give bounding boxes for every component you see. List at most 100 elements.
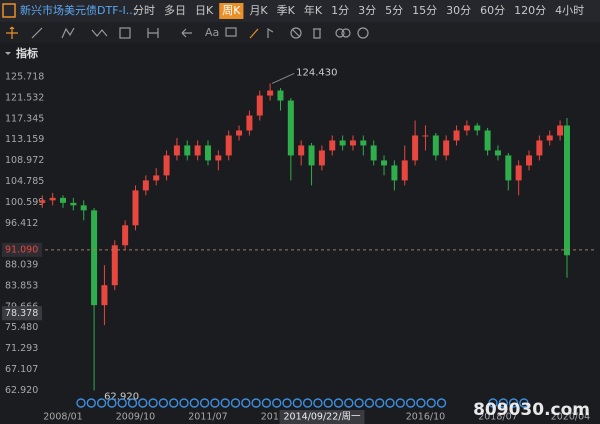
event-marker[interactable] bbox=[158, 398, 169, 408]
period-tab[interactable]: 多日 bbox=[164, 3, 186, 17]
event-marker[interactable] bbox=[488, 398, 498, 408]
y-tick-label: 100.599 bbox=[5, 197, 44, 208]
candle-body bbox=[401, 160, 408, 181]
event-marker[interactable] bbox=[416, 398, 426, 408]
candle-body bbox=[60, 197, 66, 203]
event-marker[interactable] bbox=[364, 398, 375, 408]
candle-body bbox=[111, 245, 118, 286]
event-marker[interactable] bbox=[220, 398, 230, 408]
event-marker[interactable] bbox=[344, 398, 354, 408]
y-tick-label: 62.920 bbox=[5, 385, 38, 396]
event-marker[interactable] bbox=[241, 398, 251, 408]
candle-body bbox=[256, 95, 263, 116]
event-marker[interactable] bbox=[405, 398, 416, 408]
period-tab[interactable]: 日K bbox=[195, 4, 214, 17]
period-tab[interactable]: 1分 bbox=[331, 4, 349, 17]
period-tab[interactable]: 周K bbox=[222, 4, 241, 17]
period-tab[interactable]: 120分 bbox=[514, 4, 546, 17]
y-tick-label: 75.480 bbox=[5, 322, 38, 333]
candle-body bbox=[318, 150, 325, 166]
active-tab-bg bbox=[219, 3, 244, 19]
max-connector bbox=[271, 72, 295, 84]
instrument-tab[interactable]: 新兴市场美元债DTF-I... bbox=[20, 3, 136, 17]
last-price: 78.378 bbox=[5, 308, 38, 319]
event-marker[interactable] bbox=[199, 398, 210, 408]
crosshair-price-box bbox=[2, 242, 42, 257]
candle-body bbox=[422, 135, 429, 137]
event-marker[interactable] bbox=[333, 398, 344, 408]
period-tab[interactable]: 3分 bbox=[358, 4, 376, 17]
period-tab[interactable]: 月K bbox=[249, 4, 268, 17]
max-label: 124.430 bbox=[296, 67, 337, 78]
event-marker[interactable] bbox=[292, 398, 302, 408]
candle-body bbox=[360, 140, 367, 146]
period-tab[interactable]: 60分 bbox=[480, 4, 505, 17]
y-tick-label: 96.412 bbox=[5, 218, 38, 229]
event-marker[interactable] bbox=[282, 398, 292, 408]
event-marker[interactable] bbox=[313, 398, 323, 408]
candle-body bbox=[267, 90, 274, 96]
candle-body bbox=[142, 180, 149, 191]
event-marker[interactable] bbox=[323, 398, 333, 408]
event-marker[interactable] bbox=[230, 398, 241, 408]
last-price-box bbox=[2, 306, 42, 321]
event-marker[interactable] bbox=[354, 398, 364, 408]
collapse-arrow[interactable] bbox=[5, 52, 11, 55]
crosshair-date-box bbox=[279, 410, 365, 424]
period-tab[interactable]: 4小时 bbox=[555, 4, 584, 17]
event-marker[interactable] bbox=[127, 398, 138, 408]
event-marker[interactable] bbox=[138, 398, 148, 408]
event-marker[interactable] bbox=[261, 398, 272, 408]
event-marker[interactable] bbox=[375, 398, 385, 408]
event-marker[interactable] bbox=[76, 398, 86, 408]
period-tab[interactable]: 分时 bbox=[133, 4, 155, 17]
y-tick-label: 71.293 bbox=[5, 343, 38, 354]
toolbar-icons-2 bbox=[225, 27, 369, 39]
instrument-icon[interactable] bbox=[2, 3, 16, 18]
candle-body bbox=[339, 140, 346, 146]
candle-body bbox=[204, 145, 211, 161]
candle-body bbox=[432, 135, 439, 156]
event-marker[interactable] bbox=[117, 398, 127, 408]
candle-body bbox=[546, 135, 553, 141]
event-marker[interactable] bbox=[385, 398, 395, 408]
event-marker[interactable] bbox=[168, 398, 179, 408]
candle-body bbox=[484, 130, 491, 151]
event-marker[interactable] bbox=[508, 398, 519, 408]
event-marker[interactable] bbox=[436, 398, 447, 408]
x-tick-label: 2011/07 bbox=[188, 412, 227, 423]
font-button[interactable]: Aa bbox=[205, 26, 219, 39]
event-marker[interactable] bbox=[498, 398, 508, 408]
x-tick-label: 2018/07 bbox=[478, 412, 517, 423]
event-marker[interactable] bbox=[272, 398, 282, 408]
period-tab[interactable]: 年K bbox=[304, 3, 323, 17]
candle-body bbox=[153, 175, 160, 181]
candle-body bbox=[49, 197, 56, 201]
period-tab[interactable]: 15分 bbox=[412, 4, 437, 17]
candle-body bbox=[536, 140, 543, 156]
toolbar-icons bbox=[6, 26, 192, 39]
event-marker[interactable] bbox=[96, 398, 107, 408]
period-tab[interactable]: 季K bbox=[277, 4, 296, 17]
candle-body bbox=[173, 145, 180, 156]
event-marker[interactable] bbox=[519, 398, 529, 408]
candle-body bbox=[184, 145, 191, 156]
event-marker[interactable] bbox=[210, 398, 220, 408]
event-marker[interactable] bbox=[148, 398, 158, 408]
candle-body bbox=[515, 165, 522, 181]
candle-body bbox=[349, 140, 356, 146]
event-marker[interactable] bbox=[189, 398, 200, 408]
candle-body bbox=[246, 115, 253, 131]
indicator-label: 指标 bbox=[16, 46, 38, 60]
event-marker[interactable] bbox=[86, 398, 97, 408]
candle-body bbox=[236, 130, 243, 136]
event-marker[interactable] bbox=[251, 398, 261, 408]
period-tab[interactable]: 30分 bbox=[446, 4, 471, 17]
event-marker[interactable] bbox=[179, 398, 189, 408]
period-tab[interactable]: 5分 bbox=[385, 4, 403, 17]
event-marker[interactable] bbox=[302, 398, 313, 408]
event-marker[interactable] bbox=[426, 398, 436, 408]
event-marker[interactable] bbox=[107, 398, 117, 408]
event-marker[interactable] bbox=[395, 398, 405, 408]
candle-body bbox=[329, 140, 336, 151]
